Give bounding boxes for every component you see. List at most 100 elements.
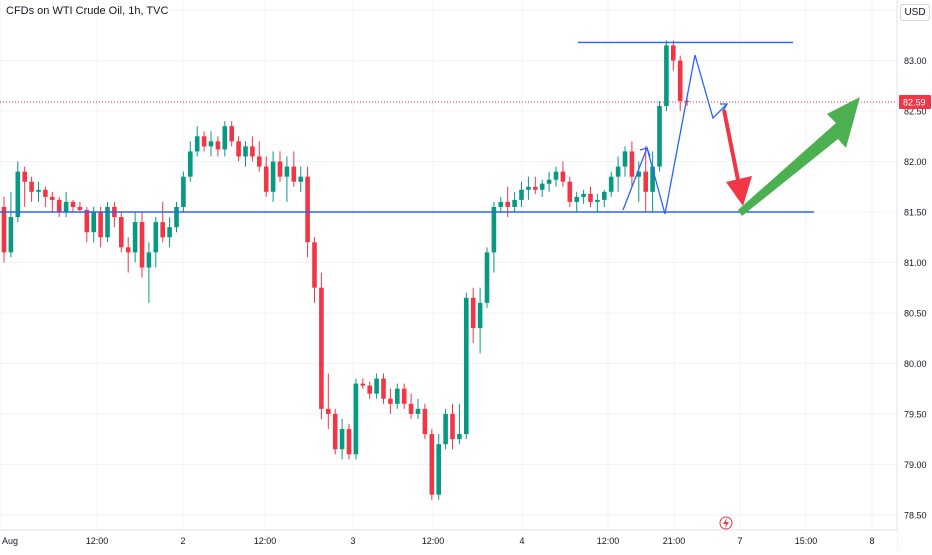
price-tick-label: 81.50: [904, 208, 927, 218]
candle-body: [574, 196, 579, 202]
price-tick-label: 79.50: [904, 409, 927, 419]
candle: [381, 373, 386, 404]
lightning-icon: [723, 518, 729, 528]
time-tick-label: 12:00: [422, 536, 445, 546]
green-arrow: [738, 97, 860, 216]
candle-body: [470, 297, 476, 329]
candle: [201, 131, 207, 152]
candle-body: [608, 176, 614, 192]
candle: [664, 40, 669, 112]
candle: [284, 156, 290, 202]
candle: [291, 151, 297, 187]
candle-body: [595, 199, 600, 202]
red-arrow-shaft: [722, 109, 741, 186]
time-tick-label: 12:00: [86, 536, 109, 546]
time-tick-label: 3: [350, 536, 355, 546]
candle-body: [539, 183, 545, 190]
candle-body: [305, 176, 310, 243]
zigzag-arrowhead: [639, 147, 651, 157]
candle-body: [43, 189, 48, 197]
candle: [401, 383, 407, 409]
currency-button[interactable]: USD: [900, 4, 930, 21]
candle-body: [270, 161, 276, 192]
candle-body: [388, 398, 393, 404]
candle: [319, 272, 324, 419]
candle: [622, 146, 628, 177]
candle-body: [650, 166, 655, 192]
candle-body: [201, 136, 207, 147]
candle-body: [422, 408, 428, 435]
event-marker-icon[interactable]: [719, 516, 733, 530]
candle-body: [257, 156, 262, 167]
candle: [132, 212, 138, 263]
candle-body: [160, 222, 165, 238]
candle: [422, 403, 428, 440]
candle: [98, 206, 103, 248]
candle: [257, 141, 262, 172]
candle-body: [381, 378, 386, 399]
candle: [339, 418, 345, 460]
time-tick-label: 7: [737, 536, 742, 546]
candle: [574, 191, 579, 212]
candle: [277, 151, 283, 182]
candle-body: [22, 171, 27, 182]
candle-body: [602, 191, 607, 200]
candle: [243, 141, 248, 167]
candle-body: [415, 408, 421, 414]
candle-body: [436, 444, 441, 495]
candle-body: [139, 222, 145, 268]
candle: [491, 201, 497, 273]
candle: [671, 40, 676, 71]
candle-body: [229, 126, 234, 142]
current-price-label: 82.59: [903, 97, 926, 107]
candle-body: [56, 199, 62, 212]
candle: [608, 171, 614, 197]
candle: [222, 121, 228, 157]
candle-body: [408, 403, 414, 414]
candle-body: [512, 199, 517, 207]
candle-body: [29, 181, 34, 192]
candle-body: [326, 408, 331, 414]
current-price-tag: 82.59: [899, 94, 931, 109]
candle-body: [63, 201, 69, 212]
candle: [29, 176, 34, 202]
candle: [63, 191, 69, 218]
candle-body: [70, 201, 76, 207]
symbol-title[interactable]: CFDs on WTI Crude Oil, 1h, TVC: [4, 4, 171, 18]
candle: [43, 186, 48, 207]
candle: [650, 151, 655, 212]
candle: [629, 141, 635, 187]
candle-body: [167, 227, 172, 238]
candle-body: [484, 252, 490, 303]
candle: [498, 196, 504, 212]
price-tick-label: 83.00: [904, 56, 927, 66]
candle: [263, 156, 269, 197]
candle-body: [77, 206, 83, 210]
candle: [112, 201, 117, 228]
candle-body: [153, 222, 159, 253]
candle-body: [146, 252, 152, 268]
candle: [346, 424, 352, 460]
candle: [194, 126, 200, 157]
candle: [567, 176, 573, 207]
candle-body: [664, 45, 669, 106]
candle: [312, 237, 317, 303]
candle-body: [560, 171, 566, 182]
candle: [360, 378, 366, 389]
candle: [146, 242, 152, 303]
candle-body: [374, 378, 379, 394]
candle: [160, 201, 165, 243]
time-axis: Aug 12:00 2 12:00 3 12:00 4 12:00 21:00 7 15:00 8: [0, 529, 897, 550]
candle: [588, 186, 593, 207]
candle-body: [208, 141, 214, 147]
candle-body: [684, 100, 690, 102]
candle: [8, 191, 14, 258]
candle: [602, 189, 607, 207]
candle-body: [546, 179, 552, 184]
candle-body: [643, 171, 648, 192]
time-tick-label: 8: [869, 536, 874, 546]
candle-body: [243, 146, 248, 157]
grid-lines: [0, 0, 897, 530]
